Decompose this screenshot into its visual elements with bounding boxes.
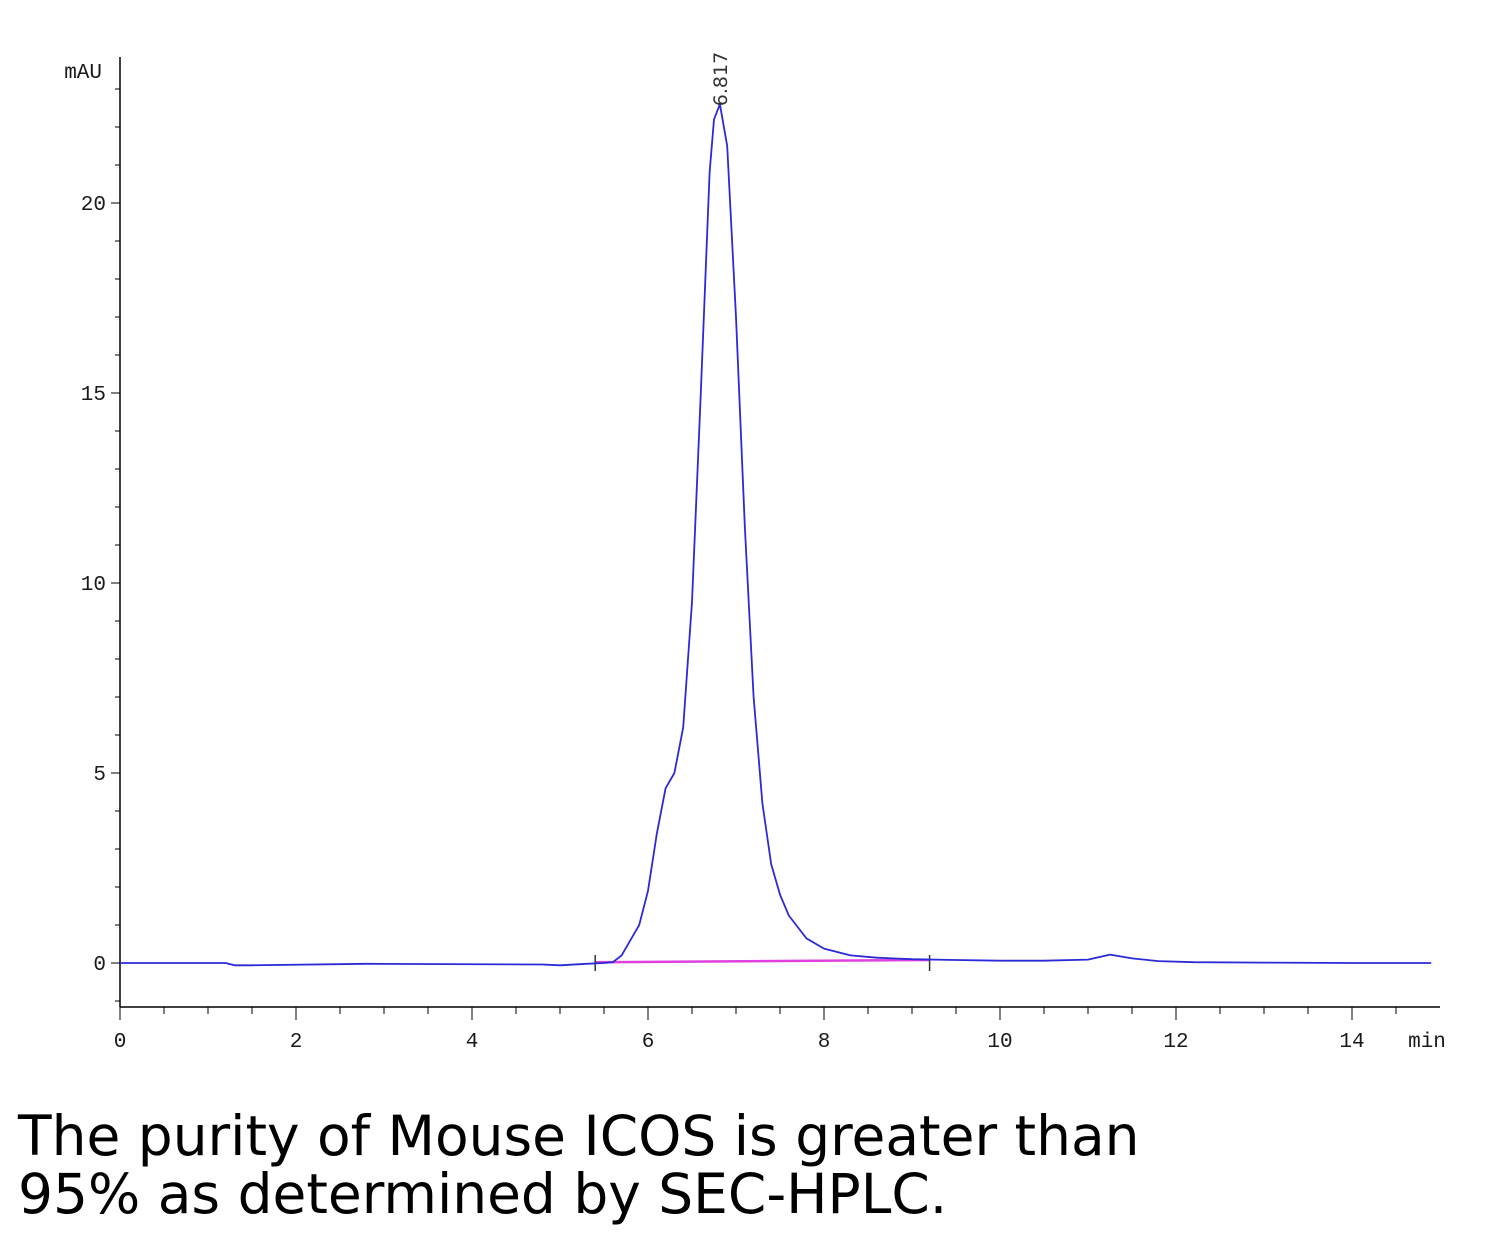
y-tick-label: 0	[93, 954, 106, 977]
integration-baseline	[595, 958, 930, 964]
x-tick-label: 6	[642, 1031, 655, 1054]
x-tick-label: 12	[1163, 1031, 1188, 1054]
y-tick-label: 5	[93, 764, 106, 787]
y-tick-label: 10	[81, 574, 106, 597]
x-tick-label: 2	[290, 1031, 303, 1054]
purity-caption: The purity of Mouse ICOS is greater than…	[18, 1104, 1140, 1226]
chromatogram-chart: 0 5 10 15 20 mAU 0 2 4 6 8 10 12 14 min 6.817	[64, 52, 1446, 1054]
x-tick-label: 10	[987, 1031, 1012, 1054]
x-tick-label: 8	[818, 1031, 831, 1054]
y-tick-label: 20	[81, 194, 106, 217]
chromatogram-trace	[120, 103, 1432, 967]
caption-line-1: The purity of Mouse ICOS is greater than	[18, 1104, 1140, 1168]
y-tick-label: 15	[81, 384, 106, 407]
caption-line-2: 95% as determined by SEC-HPLC.	[18, 1161, 948, 1226]
peak-retention-label: 6.817	[710, 52, 732, 106]
y-unit-label: mAU	[64, 62, 102, 85]
x-tick-label: 4	[466, 1031, 479, 1054]
x-unit-label: min	[1408, 1031, 1446, 1054]
x-tick-label: 14	[1339, 1031, 1364, 1054]
x-tick-label: 0	[114, 1031, 127, 1054]
